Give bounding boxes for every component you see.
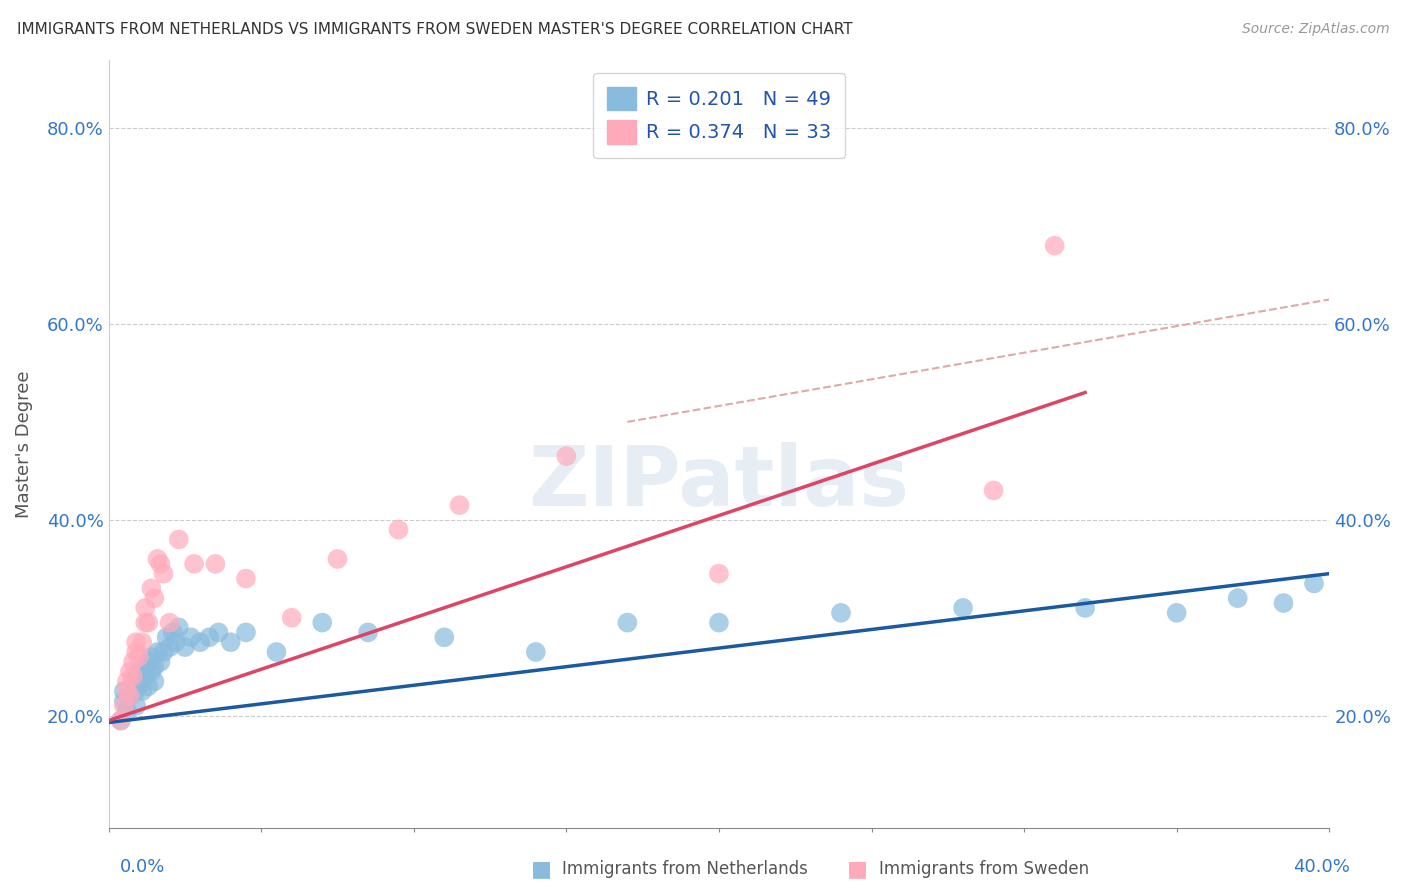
Point — [118, 665, 141, 679]
Point — [146, 552, 169, 566]
Point — [118, 689, 141, 703]
Point — [449, 498, 471, 512]
Point — [131, 684, 153, 698]
Text: Immigrants from Netherlands: Immigrants from Netherlands — [562, 860, 808, 878]
Point — [174, 640, 197, 654]
Point — [1074, 601, 1097, 615]
Point — [1226, 591, 1249, 606]
Point — [112, 684, 135, 698]
Point — [112, 694, 135, 708]
Point — [152, 645, 174, 659]
Point — [326, 552, 349, 566]
Point — [128, 679, 150, 693]
Point — [707, 615, 730, 630]
Point — [235, 572, 257, 586]
Point — [125, 645, 148, 659]
Point — [125, 635, 148, 649]
Point — [128, 665, 150, 679]
Point — [115, 704, 138, 718]
Point — [266, 645, 288, 659]
Point — [1166, 606, 1188, 620]
Point — [131, 635, 153, 649]
Legend: R = 0.201   N = 49, R = 0.374   N = 33: R = 0.201 N = 49, R = 0.374 N = 33 — [593, 73, 845, 158]
Point — [433, 630, 456, 644]
Point — [159, 615, 181, 630]
Point — [280, 611, 302, 625]
Point — [235, 625, 257, 640]
Point — [149, 655, 172, 669]
Point — [707, 566, 730, 581]
Point — [118, 689, 141, 703]
Point — [143, 659, 166, 673]
Point — [311, 615, 333, 630]
Point — [1303, 576, 1326, 591]
Point — [983, 483, 1005, 498]
Point — [134, 669, 156, 683]
Point — [141, 649, 163, 664]
Point — [112, 698, 135, 713]
Point — [115, 674, 138, 689]
Point — [357, 625, 380, 640]
Text: Source: ZipAtlas.com: Source: ZipAtlas.com — [1241, 22, 1389, 37]
Text: ZIPatlas: ZIPatlas — [529, 442, 910, 523]
Point — [555, 449, 578, 463]
Point — [830, 606, 852, 620]
Point — [131, 674, 153, 689]
Point — [952, 601, 974, 615]
Point — [134, 601, 156, 615]
Point — [167, 620, 190, 634]
Text: ■: ■ — [531, 859, 551, 879]
Point — [143, 674, 166, 689]
Point — [141, 665, 163, 679]
Point — [141, 582, 163, 596]
Point — [616, 615, 638, 630]
Point — [159, 640, 181, 654]
Point — [115, 684, 138, 698]
Point — [136, 655, 159, 669]
Point — [110, 714, 132, 728]
Point — [183, 557, 205, 571]
Point — [219, 635, 242, 649]
Point — [207, 625, 229, 640]
Point — [188, 635, 211, 649]
Point — [122, 669, 145, 683]
Point — [1272, 596, 1295, 610]
Text: 0.0%: 0.0% — [120, 858, 165, 876]
Point — [136, 615, 159, 630]
Point — [152, 566, 174, 581]
Point — [125, 684, 148, 698]
Point — [136, 679, 159, 693]
Point — [128, 649, 150, 664]
Text: 40.0%: 40.0% — [1294, 858, 1350, 876]
Point — [524, 645, 547, 659]
Point — [122, 655, 145, 669]
Text: IMMIGRANTS FROM NETHERLANDS VS IMMIGRANTS FROM SWEDEN MASTER'S DEGREE CORRELATIO: IMMIGRANTS FROM NETHERLANDS VS IMMIGRANT… — [17, 22, 852, 37]
Text: Immigrants from Sweden: Immigrants from Sweden — [879, 860, 1088, 878]
Point — [125, 698, 148, 713]
Point — [149, 557, 172, 571]
Point — [134, 615, 156, 630]
Point — [167, 533, 190, 547]
Point — [1043, 238, 1066, 252]
Point — [110, 714, 132, 728]
Point — [134, 659, 156, 673]
Point — [122, 674, 145, 689]
Point — [204, 557, 226, 571]
Point — [198, 630, 221, 644]
Point — [165, 635, 187, 649]
Point — [143, 591, 166, 606]
Point — [155, 630, 177, 644]
Text: ■: ■ — [848, 859, 868, 879]
Y-axis label: Master's Degree: Master's Degree — [15, 370, 32, 517]
Point — [146, 645, 169, 659]
Point — [180, 630, 202, 644]
Point — [162, 625, 184, 640]
Point — [387, 523, 409, 537]
